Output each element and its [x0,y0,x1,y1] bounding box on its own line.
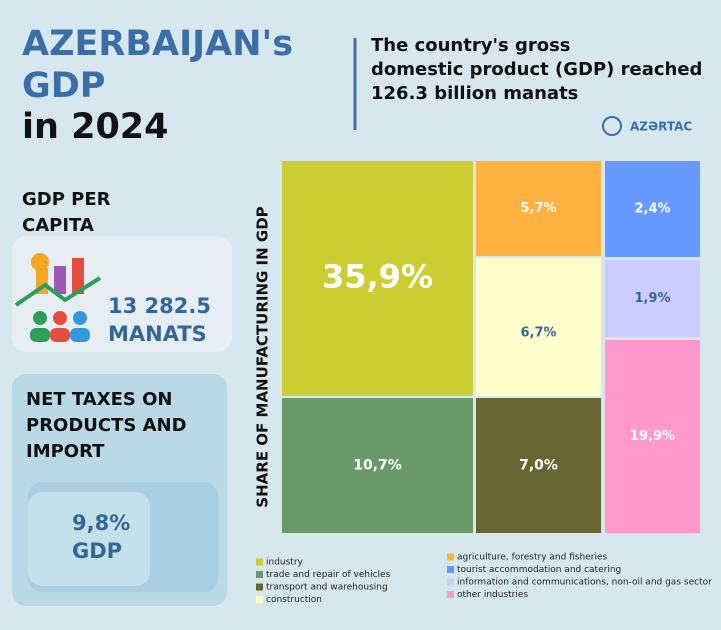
headline: The country's gross [371,35,571,56]
legend-swatch [447,578,454,586]
tile [476,161,601,256]
data-label: 35,9% [322,258,433,296]
title: AZERBAIJAN's [22,24,293,64]
card [12,236,232,352]
legend-label: trade and repair of vehicles [266,570,391,580]
legend-swatch [256,583,263,591]
axis-label: SHARE OF MANUFACTURING IN GDP [254,206,272,507]
headline: domestic product (GDP) reached [371,59,702,80]
legend-label: industry [266,558,304,568]
legend-label: tourist accommodation and catering [457,565,621,575]
legend-swatch [447,566,454,573]
data-label: 1,9% [634,291,670,306]
tile [282,161,473,396]
legend-swatch [447,591,454,598]
data-label: 2,4% [634,202,670,217]
data-label: 5,7% [520,201,556,216]
unit: MANATS [108,322,207,346]
legend-swatch [256,571,263,578]
unit: GDP [72,539,122,563]
title: GDP [22,66,105,106]
tile [476,398,601,533]
logo: AZƏRTAC [630,120,692,134]
legend-label: construction [266,595,322,605]
value: 9,8% [72,511,130,535]
tile [282,398,473,533]
legend-swatch [256,596,263,603]
tile [605,161,700,257]
legend-label: other industries [457,590,528,600]
headline: 126.3 billion manats [371,83,578,104]
label: IMPORT [26,441,105,462]
label: CAPITA [22,215,94,236]
legend-swatch [447,553,454,561]
legend-label: information and communications, non-oil … [457,578,712,588]
label: NET TAXES ON [26,389,173,410]
tile [605,260,700,337]
tile [476,258,601,396]
value: 13 282.5 [108,294,211,318]
data-label: 6,7% [520,326,556,341]
logo-icon [602,116,622,136]
label: GDP PER [22,189,111,210]
legend-swatch [256,558,263,566]
title: in 2024 [22,107,169,147]
data-label: 7,0% [519,458,558,474]
icon [14,253,102,342]
data-label: 19,9% [630,429,675,444]
legend-label: agriculture, forestry and fisheries [457,553,608,563]
data-label: 10,7% [353,458,402,474]
label: PRODUCTS AND [26,415,187,436]
tile [605,340,700,533]
legend-label: transport and warehousing [266,583,388,593]
card [28,492,150,586]
